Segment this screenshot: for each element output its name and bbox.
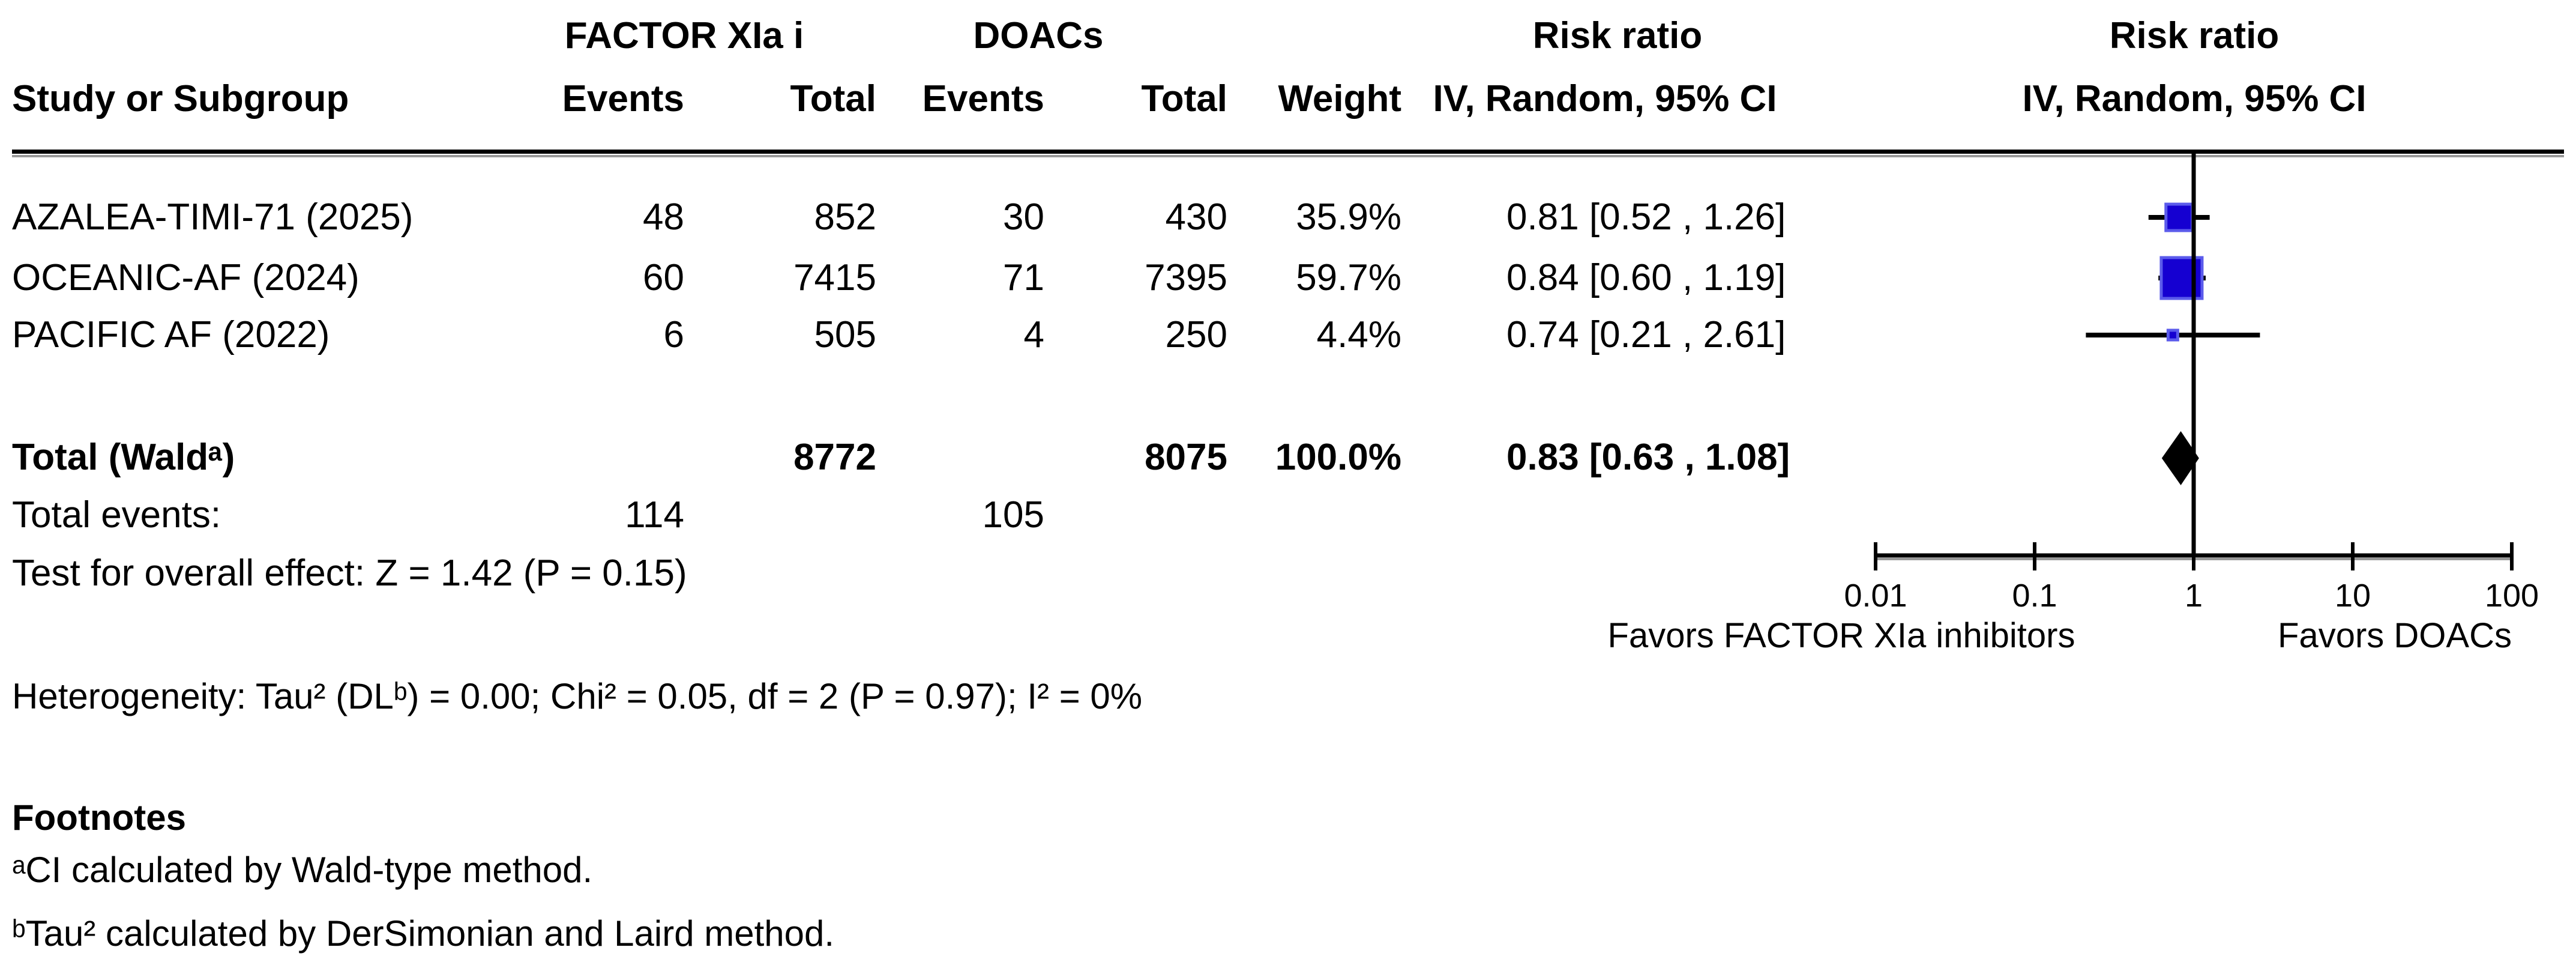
study-weight: 59.7%	[1296, 257, 1401, 298]
group1-header: FACTOR XIa i	[564, 15, 804, 56]
study-events1: 6	[663, 314, 684, 355]
summary-diamond	[2161, 431, 2199, 485]
total-events2: 105	[982, 494, 1044, 536]
total-total1: 8772	[793, 437, 876, 478]
study-total1: 852	[814, 196, 876, 238]
total-weight: 100.0%	[1275, 437, 1401, 478]
favors-left-label: Favors FACTOR XIa inhibitors	[1608, 616, 2075, 655]
footnote-b: ᵇTau² calculated by DerSimonian and Lair…	[12, 913, 835, 954]
footnotes-title: Footnotes	[12, 797, 186, 838]
forest-plot: 0.01 0.1 1 10 100 Favors FACTOR XIa inhibitor…	[1608, 151, 2539, 655]
study-name: OCEANIC-AF (2024)	[12, 257, 360, 298]
risk-ratio-plot-header: Risk ratio	[2109, 15, 2280, 56]
study-weight: 35.9%	[1296, 196, 1401, 238]
axis-tick-label: 10	[2335, 578, 2371, 614]
favors-right-label: Favors DOACs	[2278, 616, 2512, 655]
study-ci-text: 0.81 [0.52 , 1.26]	[1506, 196, 1786, 238]
study-marker	[2166, 328, 2179, 342]
header-rule	[12, 150, 2564, 154]
col-events2-header: Events	[922, 78, 1044, 119]
study-events1: 48	[643, 196, 684, 238]
col-ci-plot-header: IV, Random, 95% CI	[2022, 78, 2367, 119]
col-weight-header: Weight	[1278, 78, 1402, 119]
study-marker	[2159, 256, 2204, 300]
footnote-a: ᵃCI calculated by Wald-type method.	[12, 850, 593, 890]
total-events-label: Total events:	[12, 494, 221, 536]
study-marker	[2164, 202, 2194, 232]
col-total2-header: Total	[1141, 78, 1228, 119]
study-total1: 505	[814, 314, 876, 355]
risk-ratio-col-header: Risk ratio	[1532, 15, 1703, 56]
study-total2: 7395	[1145, 257, 1227, 298]
heterogeneity-text: Heterogeneity: Tau² (DLᵇ) = 0.00; Chi² =…	[12, 676, 1143, 716]
study-name: AZALEA-TIMI-71 (2025)	[12, 196, 414, 238]
study-total1: 7415	[793, 257, 876, 298]
axis-tick-label: 1	[2185, 578, 2203, 614]
group2-header: DOACs	[973, 15, 1104, 56]
col-ci-header: IV, Random, 95% CI	[1433, 78, 1777, 119]
total-total2: 8075	[1145, 437, 1227, 478]
study-ci-text: 0.84 [0.60 , 1.19]	[1506, 257, 1786, 298]
study-events2: 71	[1003, 257, 1044, 298]
total-label: Total (Waldᵃ)	[12, 437, 235, 478]
axis-tick-label: 0.1	[2012, 578, 2057, 614]
axis-tick-label: 0.01	[1844, 578, 1907, 614]
study-total2: 250	[1165, 314, 1227, 355]
col-events1-header: Events	[562, 78, 684, 119]
axis-tick-label: 100	[2485, 578, 2539, 614]
col-study-header: Study or Subgroup	[12, 78, 349, 119]
col-total1-header: Total	[790, 78, 877, 119]
study-weight: 4.4%	[1316, 314, 1401, 355]
overall-effect-text: Test for overall effect: Z = 1.42 (P = 0…	[12, 552, 687, 594]
study-total2: 430	[1165, 196, 1227, 238]
study-ci-text: 0.74 [0.21 , 2.61]	[1506, 314, 1786, 355]
study-events2: 4	[1023, 314, 1044, 355]
study-name: PACIFIC AF (2022)	[12, 314, 330, 355]
study-events1: 60	[643, 257, 684, 298]
study-events2: 30	[1003, 196, 1044, 238]
total-ci-text: 0.83 [0.63 , 1.08]	[1506, 437, 1790, 478]
header-rule-shadow	[12, 155, 2564, 157]
total-events1: 114	[625, 494, 684, 536]
